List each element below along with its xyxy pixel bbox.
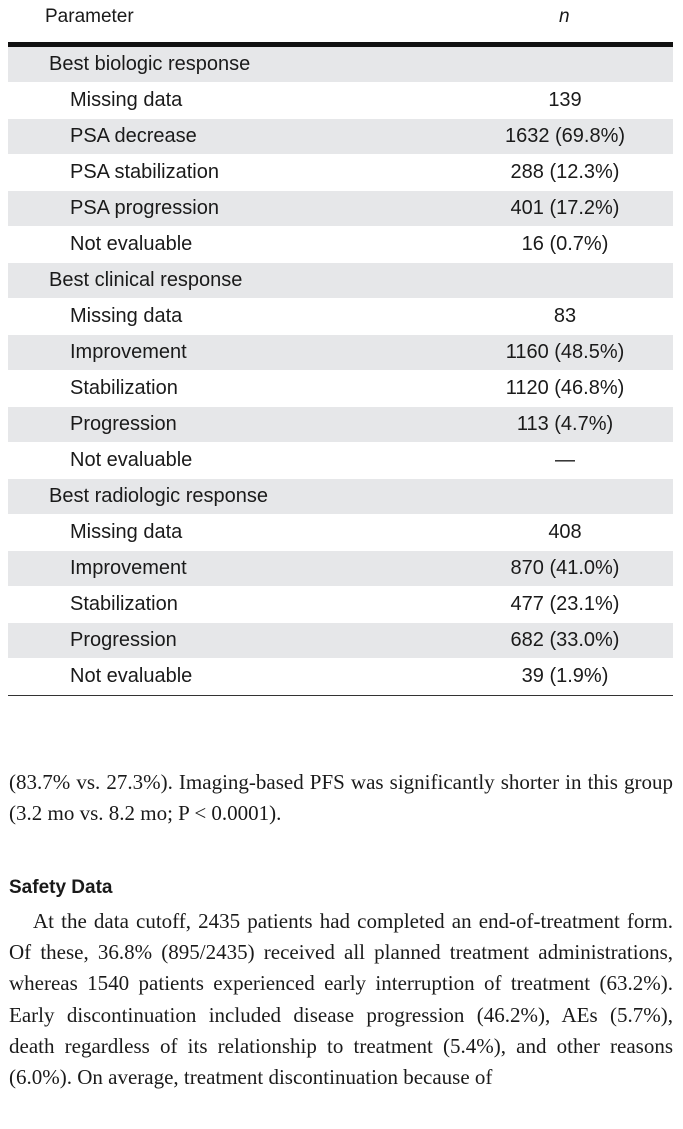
header-n: n (559, 6, 570, 27)
table-row: Improvement 1160 (48.5%) (8, 335, 673, 371)
row-value: 288 (12.3%) (510, 161, 620, 183)
table-row: PSA progression 401 (17.2%) (8, 191, 673, 227)
table-row: PSA decrease 1632 (69.8%) (8, 119, 673, 155)
row-value: 113 (4.7%) (516, 413, 614, 435)
table-header: Parameter n (8, 0, 673, 47)
row-value: 682 (33.0%) (510, 629, 620, 651)
section-heading: Safety Data (9, 877, 113, 898)
row-label: Missing data (70, 89, 183, 111)
paragraph-continuation: (83.7% vs. 27.3%). Imaging-based PFS was… (9, 767, 673, 829)
table-row: Not evaluable 39 (1.9%) (8, 659, 673, 695)
paragraph-safety: At the data cutoff, 2435 patients had co… (9, 906, 673, 1093)
table-row: Progression 682 (33.0%) (8, 623, 673, 659)
row-value: 39 (1.9%) (521, 665, 609, 687)
row-value: — (555, 449, 575, 471)
row-value: 1120 (46.8%) (505, 377, 625, 399)
row-label: Not evaluable (70, 665, 193, 687)
row-label: Best radiologic response (49, 485, 269, 507)
table-group-row: Best radiologic response (8, 479, 673, 515)
row-value: 83 (553, 305, 577, 327)
row-value: 1160 (48.5%) (505, 341, 625, 363)
table-row: Improvement 870 (41.0%) (8, 551, 673, 587)
row-value: 408 (548, 521, 582, 543)
table-row: Missing data 83 (8, 299, 673, 335)
row-label: PSA progression (70, 197, 219, 219)
table-bottom-rule (8, 695, 673, 696)
table-row: Missing data 139 (8, 83, 673, 119)
row-label: Missing data (70, 521, 183, 543)
row-label: Missing data (70, 305, 183, 327)
row-label: Stabilization (70, 377, 178, 399)
response-table: Parameter n Best biologic response Missin… (8, 0, 673, 696)
header-parameter: Parameter (45, 6, 134, 27)
table-group-row: Best clinical response (8, 263, 673, 299)
row-label: Stabilization (70, 593, 178, 615)
row-label: PSA stabilization (70, 161, 219, 183)
row-label: Improvement (70, 341, 187, 363)
table-row: PSA stabilization 288 (12.3%) (8, 155, 673, 191)
paragraph-text: (83.7% vs. 27.3%). Imaging-based PFS was… (9, 770, 673, 826)
row-label: Progression (70, 413, 177, 435)
row-label: Best clinical response (49, 269, 243, 291)
row-label: Not evaluable (70, 233, 193, 255)
table-row: Not evaluable — (8, 443, 673, 479)
row-value: 870 (41.0%) (510, 557, 620, 579)
row-value: 1632 (69.8%) (504, 125, 626, 147)
row-label: Best biologic response (49, 53, 251, 75)
row-value: 139 (548, 89, 582, 111)
table-row: Not evaluable 16 (0.7%) (8, 227, 673, 263)
table-row: Stabilization 477 (23.1%) (8, 587, 673, 623)
table-row: Missing data 408 (8, 515, 673, 551)
row-value: 16 (0.7%) (521, 233, 609, 255)
row-label: Not evaluable (70, 449, 193, 471)
table-row: Progression 113 (4.7%) (8, 407, 673, 443)
row-label: Progression (70, 629, 177, 651)
row-label: PSA decrease (70, 125, 197, 147)
table-body: Best biologic response Missing data 139 PSA… (8, 47, 673, 695)
row-value: 477 (23.1%) (510, 593, 620, 615)
row-value: 401 (17.2%) (510, 197, 620, 219)
table-row: Stabilization 1120 (46.8%) (8, 371, 673, 407)
table-group-row: Best biologic response (8, 47, 673, 83)
row-label: Improvement (70, 557, 187, 579)
paragraph-text: At the data cutoff, 2435 patients had co… (9, 909, 673, 1090)
